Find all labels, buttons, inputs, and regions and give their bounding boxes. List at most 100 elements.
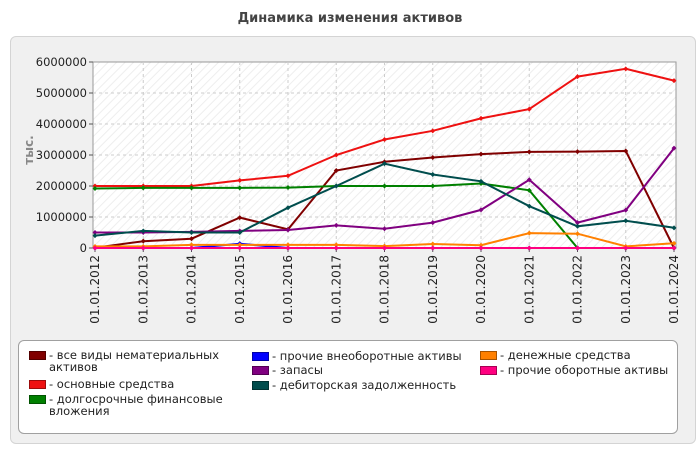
data-point: [526, 245, 532, 251]
x-tick-label: 01.01.2022: [571, 255, 585, 324]
data-point: [92, 230, 98, 235]
data-point: [382, 245, 387, 251]
legend-label: - долгосрочные финансовые вложения: [49, 392, 223, 418]
legend-item: - прочие оборотные активы: [480, 364, 680, 376]
data-point: [285, 227, 291, 233]
series-group: [92, 66, 677, 251]
legend-item: - основные средства: [29, 378, 224, 390]
data-point: [671, 145, 677, 151]
data-point: [623, 207, 629, 213]
legend-swatch: [29, 351, 46, 360]
data-point: [189, 230, 194, 235]
data-point: [671, 245, 677, 251]
data-point: [478, 115, 484, 121]
data-point: [285, 185, 291, 191]
x-tick-label: 01.01.2020: [474, 255, 488, 324]
y-tick-label: 4000000: [36, 117, 87, 131]
data-point: [526, 177, 532, 183]
legend-swatch: [480, 351, 497, 360]
x-tick-label: 01.01.2012: [88, 255, 102, 324]
data-point: [333, 183, 339, 189]
data-point: [430, 183, 436, 189]
x-tick-label: 01.01.2024: [667, 255, 681, 324]
x-tick-label: 01.01.2016: [281, 255, 295, 324]
data-point: [237, 215, 243, 221]
data-point: [526, 106, 532, 112]
data-point: [140, 238, 146, 244]
data-point: [140, 228, 146, 234]
data-point: [430, 154, 436, 160]
x-tick-label: 01.01.2017: [329, 255, 343, 324]
y-tick-label: 1000000: [36, 210, 87, 224]
data-point: [430, 128, 436, 134]
data-point: [478, 178, 484, 184]
data-point: [189, 236, 194, 242]
legend-label: - прочие оборотные активы: [500, 363, 669, 377]
data-point: [285, 242, 291, 248]
data-point: [189, 185, 194, 191]
data-point: [140, 185, 146, 191]
data-point: [478, 242, 484, 248]
y-tick-label: 5000000: [36, 86, 87, 100]
data-point: [430, 220, 436, 226]
data-point: [623, 218, 629, 224]
data-point: [671, 240, 677, 246]
data-point: [575, 74, 580, 80]
y-axis-label: тыс.: [22, 135, 36, 164]
data-point: [382, 183, 387, 189]
legend-swatch: [480, 366, 497, 375]
data-point: [623, 245, 629, 251]
legend-item: - запасы: [252, 364, 467, 376]
data-point: [333, 168, 339, 173]
legend-label: - основные средства: [49, 377, 175, 391]
data-point: [285, 173, 291, 179]
legend-swatch: [252, 366, 269, 375]
data-point: [430, 172, 436, 178]
data-point: [623, 66, 629, 72]
data-point: [575, 149, 580, 155]
data-point: [671, 78, 677, 84]
data-point: [189, 245, 194, 251]
data-point: [671, 225, 677, 231]
data-point: [478, 245, 484, 251]
data-point: [382, 161, 387, 167]
data-point: [478, 151, 484, 157]
data-point: [478, 207, 484, 213]
x-tick-label: 01.01.2014: [185, 255, 199, 324]
legend-swatch: [252, 381, 269, 390]
y-tick-label: 2000000: [36, 179, 87, 193]
data-point: [430, 245, 436, 251]
data-point: [430, 241, 436, 247]
data-point: [237, 177, 243, 183]
x-tick-label: 01.01.2021: [522, 255, 536, 324]
data-point: [382, 226, 387, 232]
data-point: [92, 245, 98, 251]
data-point: [575, 220, 580, 226]
tick-labels: 0 1000000 2000000 3000000 4000000 5000000 6000…: [22, 55, 681, 324]
legend-swatch: [29, 395, 46, 404]
x-tick-label: 01.01.2018: [378, 255, 392, 324]
x-tick-label: 01.01.2015: [233, 255, 247, 324]
data-point: [285, 205, 291, 211]
data-point: [333, 245, 339, 251]
chart-title: Динамика изменения активов: [237, 11, 463, 26]
data-point: [575, 231, 580, 237]
data-point: [92, 233, 98, 239]
data-point: [140, 245, 146, 251]
data-point: [237, 245, 243, 251]
data-point: [526, 187, 532, 193]
legend-label: - дебиторская задолженность: [272, 378, 457, 392]
legend-item: - прочие внеоборотные активы: [252, 350, 467, 362]
data-point: [333, 242, 339, 248]
data-point: [526, 203, 532, 209]
data-point: [237, 185, 243, 191]
data-point: [237, 242, 243, 248]
legend-swatch: [29, 380, 46, 389]
data-point: [92, 185, 98, 191]
y-tick-label: 0: [80, 241, 87, 255]
data-point: [237, 230, 243, 235]
legend-item: - долгосрочные финансовые вложения: [29, 393, 224, 417]
data-point: [189, 242, 194, 248]
legend-item: - дебиторская задолженность: [252, 379, 467, 391]
